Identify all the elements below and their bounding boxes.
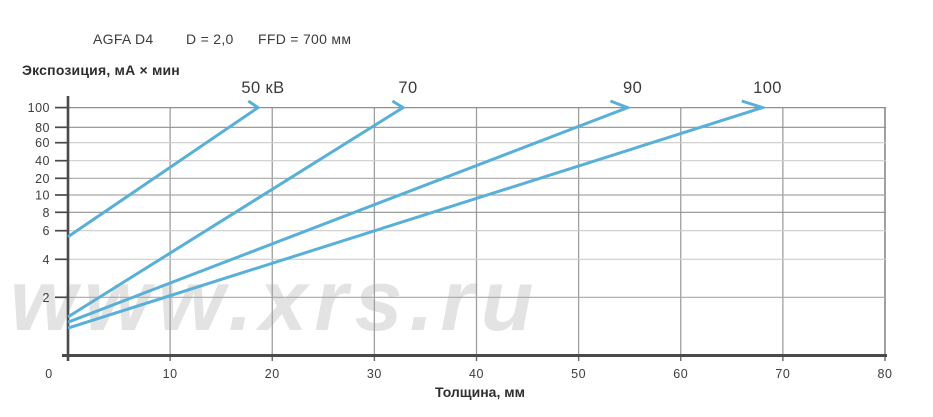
- y-axis-title: Экспозиция, мА × мин: [22, 62, 180, 78]
- kv-label-100: 100: [753, 79, 782, 97]
- exposure-line-70kv: [67, 99, 406, 319]
- x-tick-label: 30: [367, 367, 382, 381]
- x-tick-label: 60: [673, 367, 688, 381]
- y-tick-label: 40: [35, 154, 50, 168]
- exposure-line-100kv: [67, 99, 768, 330]
- kv-label-50: 50 кВ: [241, 79, 284, 97]
- y-tick-label: 8: [43, 206, 50, 220]
- y-tick-label: 20: [35, 172, 50, 186]
- x-tick-label: 50: [571, 367, 586, 381]
- x-axis-title: Толщина, мм: [435, 384, 525, 400]
- film-type-label: AGFA D4: [93, 31, 154, 47]
- x-tick-label: 70: [775, 367, 790, 381]
- kv-label-90: 90: [623, 79, 642, 97]
- x-tick-label: 80: [878, 367, 893, 381]
- y-tick-label: 10: [35, 189, 50, 203]
- exposure-line-50kv: [67, 99, 261, 239]
- y-tick-label: 6: [43, 224, 50, 238]
- y-tick-label: 100: [28, 101, 50, 115]
- x-tick-label: 10: [163, 367, 178, 381]
- ffd-label: FFD = 700 мм: [258, 31, 352, 47]
- x-tick-label: 0: [45, 367, 52, 381]
- x-tick-label: 20: [265, 367, 280, 381]
- y-tick-label: 4: [43, 253, 50, 267]
- kv-label-70: 70: [398, 79, 417, 97]
- exposure-line-90kv: [67, 99, 632, 324]
- density-label: D = 2,0: [186, 31, 234, 47]
- y-tick-label: 2: [43, 291, 50, 305]
- y-tick-label: 80: [35, 121, 50, 135]
- y-tick-label: 60: [35, 136, 50, 150]
- x-tick-label: 40: [469, 367, 484, 381]
